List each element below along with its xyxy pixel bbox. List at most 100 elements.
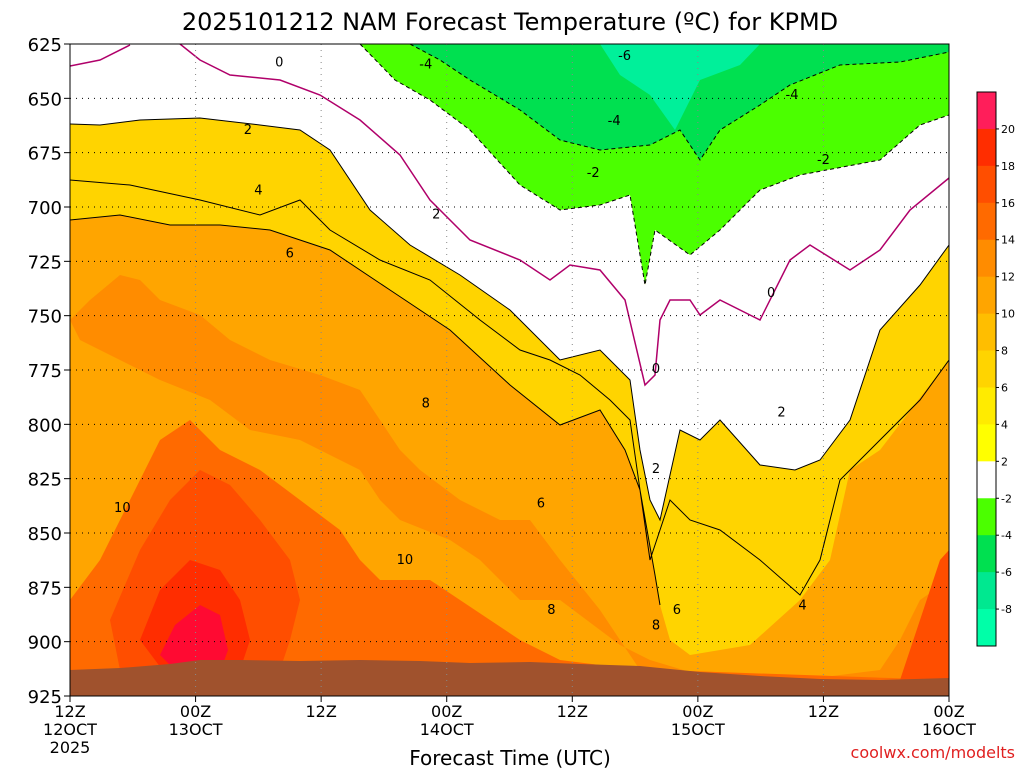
plot-area [70,44,949,696]
colorbar-label: 16 [1001,197,1015,210]
colorbar-label: 10 [1001,308,1015,321]
colorbar-swatch [977,424,996,462]
contour-label: -4 [419,58,432,73]
chart-title: 2025101212 NAM Forecast Temperature (ºC)… [182,8,838,36]
colorbar-label: -8 [1001,603,1012,616]
x-tick-date: 13OCT [169,720,223,739]
y-tick-label: 625 [28,35,62,56]
contour-lines [70,117,949,606]
colorbar-swatch [977,165,996,204]
freezing-dashed-lines [359,44,949,286]
colorbar-label: 8 [1001,345,1008,358]
y-tick-label: 900 [28,633,62,654]
colorbar-swatch [977,239,996,278]
x-tick-label: 00Z [682,702,713,721]
contour-label: 8 [547,603,555,618]
terrain [70,660,949,696]
y-tick-label: 775 [28,361,62,382]
y-tick-label: 725 [28,252,62,273]
colorbar-frame [976,91,997,647]
colorbar-swatch [977,128,996,167]
colorbar-label: -4 [1001,529,1012,542]
colorbar-swatch [977,92,996,130]
contour-label: -2 [817,153,830,168]
x-tick-date: 15OCT [671,720,725,739]
band-green-coldest [600,44,760,130]
colorbar-swatch [977,535,996,573]
grid-lines [70,44,949,696]
contour-label: -6 [618,49,631,64]
y-tick-label: 700 [28,198,62,219]
colorbar-swatch [977,202,996,241]
colorbar-label: -6 [1001,566,1012,579]
colorbar: 20 18 16 14 12 10 8 6 4 2 -2 -4 -6 -8 [976,91,1015,647]
colorbar-label: 18 [1001,160,1015,173]
x-axis-label: Forecast Time (UTC) [409,746,611,768]
band-green-cold [360,44,949,285]
x-tick-label: 00Z [431,702,462,721]
y-tick-label: 925 [28,687,62,708]
contour-label: 6 [286,247,294,262]
contour-label: 0 [767,286,775,301]
x-tick-label: 00Z [933,702,964,721]
band-orange-8 [70,275,949,680]
x-tick-year: 2025 [50,738,91,757]
credit-link[interactable]: coolwx.com/modelts [851,743,1015,762]
y-tick-label: 850 [28,524,62,545]
band-white-zero [70,44,949,520]
colorbar-swatch [977,313,996,352]
colorbar-label: 4 [1001,418,1008,431]
colorbar-swatch [977,498,996,536]
colorbar-swatch [977,572,996,610]
y-tick-label: 650 [28,89,62,110]
colorbar-swatch [977,609,996,647]
contour-label: 10 [114,501,131,516]
colorbar-label: 2 [1001,455,1008,468]
contour-label: -2 [587,166,600,181]
y-tick-label: 875 [28,578,62,599]
contour-label: 2 [652,462,660,477]
contour-label: 6 [673,603,681,618]
colorbar-swatch [977,276,996,315]
x-tick-label: 12Z [305,702,336,721]
colorbar-swatch [977,387,996,425]
x-tick-date: 16OCT [922,720,976,739]
y-tick-label: 675 [28,144,62,165]
contour-label: 10 [397,553,414,568]
x-tick-date: 12OCT [43,720,97,739]
contour-zero-line [70,44,949,387]
y-tick-label: 750 [28,307,62,328]
contour-label: -4 [786,88,799,103]
colorbar-swatch [977,350,996,388]
y-tick-label: 825 [28,470,62,491]
contour-label: -4 [608,114,621,129]
x-tick-label: 12Z [54,702,85,721]
colorbar-label: 20 [1001,123,1015,136]
colorbar-swatch [977,461,996,499]
y-tick-label: 800 [28,415,62,436]
colorbar-label: -2 [1001,492,1012,505]
x-tick-date: 14OCT [420,720,474,739]
band-red-16 [160,605,228,675]
contour-label: 2 [244,123,252,138]
contour-label: 0 [275,55,283,70]
contour-label: 8 [652,618,660,633]
x-tick-label: 12Z [808,702,839,721]
contour-label: 0 [652,362,660,377]
contour-label: 4 [798,599,806,614]
contour-label: 8 [422,397,430,412]
band-red-right [900,550,949,690]
colorbar-label: 12 [1001,271,1015,284]
x-tick-label: 00Z [180,702,211,721]
y-axis: 625 650 675 700 725 750 775 800 825 850 875 900 925 [28,35,70,708]
contour-label: 4 [254,184,262,199]
colorbar-label: 14 [1001,234,1015,247]
contour-label: 6 [537,497,545,512]
x-tick-label: 12Z [557,702,588,721]
contour-label: 2 [432,208,440,223]
colorbar-label: 6 [1001,381,1008,394]
contour-label: 2 [777,405,785,420]
